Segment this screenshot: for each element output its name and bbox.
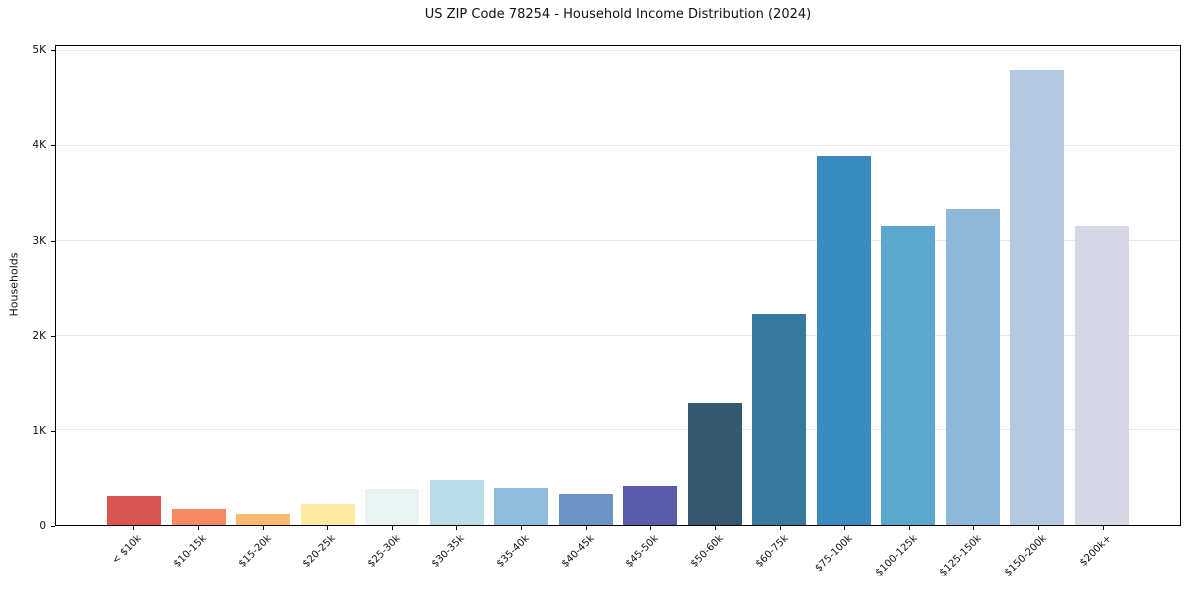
x-tick-mark bbox=[327, 526, 329, 530]
bar-slot bbox=[231, 46, 296, 525]
y-tick-label-3K: 3K bbox=[32, 234, 46, 247]
x-tick-mark bbox=[779, 526, 781, 530]
y-tick-label-1K: 1K bbox=[32, 424, 46, 437]
x-tick-label-$45-50k: $45-50k bbox=[624, 533, 662, 570]
x-tick-mark bbox=[456, 526, 458, 530]
x-tick-label-< $10k: < $10k bbox=[110, 533, 145, 567]
gridline-3000 bbox=[56, 239, 1180, 241]
y-tick-label-4K: 4K bbox=[32, 139, 46, 152]
bar-slot bbox=[812, 46, 877, 525]
y-tick-mark bbox=[51, 430, 55, 432]
bar-slot bbox=[167, 46, 232, 525]
y-tick-mark bbox=[51, 50, 55, 52]
bar-slot bbox=[489, 46, 554, 525]
y-tick-mark bbox=[51, 240, 55, 242]
bar-$35-40k bbox=[494, 487, 549, 525]
gridline-1000 bbox=[56, 429, 1180, 431]
bar-slot bbox=[941, 46, 1006, 525]
bar-slot bbox=[683, 46, 748, 525]
bar-slot bbox=[554, 46, 619, 525]
bar-slot bbox=[747, 46, 812, 525]
x-tick-label-$30-35k: $30-35k bbox=[430, 533, 468, 570]
plot-area bbox=[55, 45, 1181, 526]
x-tick-mark bbox=[262, 526, 264, 530]
x-tick-mark bbox=[1102, 526, 1104, 530]
bar-$75-100k bbox=[816, 156, 871, 525]
x-tick-label-$200k+: $200k+ bbox=[1077, 533, 1114, 569]
x-tick-label-$25-30k: $25-30k bbox=[365, 533, 403, 570]
x-tick-mark bbox=[844, 526, 846, 530]
x-tick-label-$125-150k: $125-150k bbox=[938, 533, 985, 579]
x-tick-mark bbox=[585, 526, 587, 530]
x-tick-mark bbox=[521, 526, 523, 530]
bar-$20-25k bbox=[300, 503, 355, 525]
chart-title: US ZIP Code 78254 - Household Income Dis… bbox=[424, 7, 812, 22]
bar-slot bbox=[425, 46, 490, 525]
x-tick-label-$35-40k: $35-40k bbox=[494, 533, 532, 570]
bar-slot bbox=[102, 46, 167, 525]
x-tick-label-$75-100k: $75-100k bbox=[813, 533, 855, 575]
x-tick-label-$100-125k: $100-125k bbox=[873, 533, 920, 579]
bars-container bbox=[56, 46, 1180, 525]
x-tick-mark bbox=[197, 526, 199, 530]
bar-slot bbox=[876, 46, 941, 525]
x-tick-mark bbox=[714, 526, 716, 530]
x-tick-label-$10-15k: $10-15k bbox=[171, 533, 209, 570]
x-tick-mark bbox=[908, 526, 910, 530]
x-tick-label-$15-20k: $15-20k bbox=[236, 533, 274, 570]
bar-$150-200k bbox=[1010, 70, 1065, 525]
bar-$50-60k bbox=[687, 402, 742, 525]
bar-$10-15k bbox=[171, 509, 226, 525]
y-tick-label-5K: 5K bbox=[32, 44, 46, 57]
bar-slot bbox=[296, 46, 361, 525]
y-axis-label: Households bbox=[7, 252, 21, 317]
bar-$60-75k bbox=[752, 313, 807, 525]
x-tick-mark bbox=[391, 526, 393, 530]
gridline-4000 bbox=[56, 144, 1180, 146]
x-tick-label-$40-45k: $40-45k bbox=[559, 533, 597, 570]
x-tick-label-$60-75k: $60-75k bbox=[753, 533, 791, 570]
y-tick-mark bbox=[51, 145, 55, 147]
bar-slot bbox=[1070, 46, 1135, 525]
bar-slot bbox=[360, 46, 425, 525]
gridline-2000 bbox=[56, 334, 1180, 336]
bar-$40-45k bbox=[558, 493, 613, 525]
y-tick-mark bbox=[51, 526, 55, 527]
y-tick-label-0: 0 bbox=[39, 520, 46, 532]
x-tick-mark bbox=[133, 526, 135, 530]
bar-slot bbox=[618, 46, 683, 525]
bar-slot bbox=[1005, 46, 1070, 525]
bar-$30-35k bbox=[429, 480, 484, 525]
bar-$125-150k bbox=[945, 209, 1000, 525]
x-tick-mark bbox=[973, 526, 975, 530]
bar-$100-125k bbox=[881, 225, 936, 525]
bar-$25-30k bbox=[365, 489, 420, 525]
bar-< $10k bbox=[107, 495, 162, 525]
x-tick-label-$50-60k: $50-60k bbox=[688, 533, 726, 570]
x-tick-mark bbox=[1038, 526, 1040, 530]
y-tick-label-2K: 2K bbox=[32, 329, 46, 342]
x-tick-mark bbox=[650, 526, 652, 530]
bar-$15-20k bbox=[236, 514, 291, 525]
gridline-5000 bbox=[56, 50, 1180, 52]
y-tick-mark bbox=[51, 335, 55, 337]
bar-$200k+ bbox=[1074, 225, 1129, 525]
x-tick-label-$150-200k: $150-200k bbox=[1002, 533, 1049, 579]
x-tick-label-$20-25k: $20-25k bbox=[301, 533, 338, 570]
bar-$45-50k bbox=[623, 486, 678, 525]
